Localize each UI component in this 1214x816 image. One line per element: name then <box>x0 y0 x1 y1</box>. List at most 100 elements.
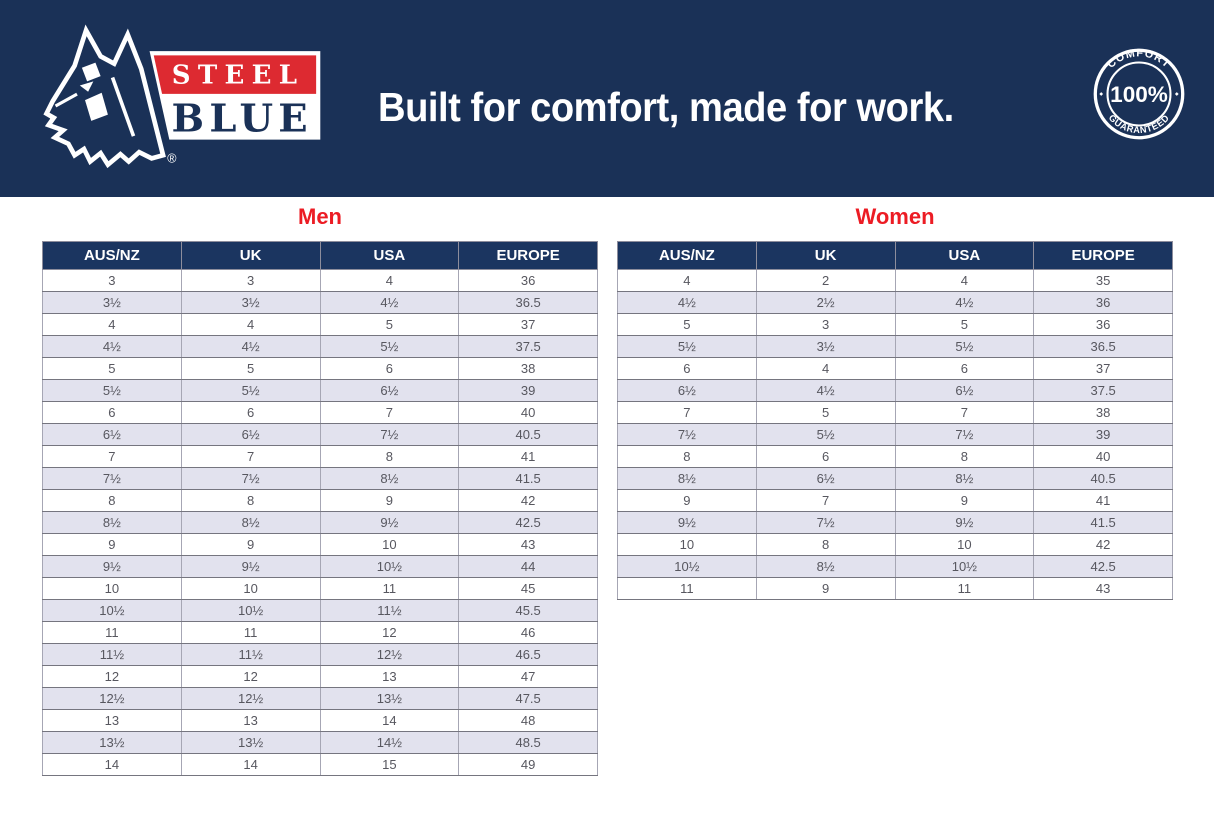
badge-center-text: 100% <box>1110 82 1168 107</box>
size-cell: 9 <box>894 489 1035 512</box>
table-row: 4 4 5 37 <box>42 313 598 336</box>
size-cell: 14 <box>319 709 460 732</box>
size-cell: 4½ <box>319 291 460 314</box>
size-cell: 7 <box>755 489 896 512</box>
size-cell: 8 <box>319 445 460 468</box>
column-header: USA <box>894 241 1035 270</box>
size-cell: 8 <box>755 533 896 556</box>
size-cell: 37 <box>1033 357 1173 380</box>
size-cell: 38 <box>458 357 598 380</box>
size-cell: 9½ <box>894 511 1035 534</box>
size-cell: 6 <box>894 357 1035 380</box>
men-chart-title: Men <box>298 204 342 229</box>
size-cell: 13 <box>42 709 182 732</box>
size-cell: 8 <box>894 445 1035 468</box>
size-cell: 6 <box>180 401 321 424</box>
size-cell: 7½ <box>894 423 1035 446</box>
size-cell: 14 <box>42 753 182 776</box>
size-cell: 12 <box>42 665 182 688</box>
table-row: 4½ 2½ 4½ 36 <box>617 291 1173 314</box>
size-cell: 42 <box>1033 533 1173 556</box>
size-cell: 4½ <box>42 335 182 358</box>
column-header: UK <box>180 241 321 270</box>
size-cell: 3 <box>180 269 321 292</box>
size-cell: 6½ <box>42 423 182 446</box>
table-row: 8 6 8 40 <box>617 445 1173 468</box>
size-cell: 10½ <box>42 599 182 622</box>
size-cell: 8 <box>42 489 182 512</box>
size-cell: 3½ <box>42 291 182 314</box>
table-row: 12½ 12½ 13½ 47.5 <box>42 687 598 710</box>
size-cell: 41.5 <box>1033 511 1173 534</box>
size-cell: 7½ <box>319 423 460 446</box>
table-row: 7½ 7½ 8½ 41.5 <box>42 467 598 490</box>
table-row: 7 7 8 41 <box>42 445 598 468</box>
size-cell: 7 <box>894 401 1035 424</box>
table-row: 5½ 3½ 5½ 36.5 <box>617 335 1173 358</box>
size-cell: 7½ <box>617 423 757 446</box>
table-row: 5 3 5 36 <box>617 313 1173 336</box>
size-cell: 13 <box>319 665 460 688</box>
size-cell: 13½ <box>180 731 321 754</box>
table-row: 8½ 6½ 8½ 40.5 <box>617 467 1173 490</box>
table-row: 13 13 14 48 <box>42 709 598 732</box>
table-row: 3 3 4 36 <box>42 269 598 292</box>
size-cell: 6 <box>755 445 896 468</box>
size-cell: 10 <box>180 577 321 600</box>
table-row: 9 9 10 43 <box>42 533 598 556</box>
size-cell: 5½ <box>755 423 896 446</box>
size-cell: 48 <box>458 709 598 732</box>
size-cell: 46.5 <box>458 643 598 666</box>
column-header: AUS/NZ <box>42 241 182 270</box>
column-header: EUROPE <box>1033 241 1173 270</box>
size-cell: 39 <box>458 379 598 402</box>
size-cell: 8½ <box>180 511 321 534</box>
size-cell: 36 <box>458 269 598 292</box>
size-cell: 15 <box>319 753 460 776</box>
size-cell: 3½ <box>180 291 321 314</box>
table-row: 4 2 4 35 <box>617 269 1173 292</box>
size-cell: 4 <box>894 269 1035 292</box>
table-row: 10 8 10 42 <box>617 533 1173 556</box>
size-cell: 5 <box>894 313 1035 336</box>
size-cell: 43 <box>458 533 598 556</box>
size-cell: 11 <box>180 621 321 644</box>
dingo-head-icon <box>43 24 166 169</box>
size-cell: 35 <box>1033 269 1173 292</box>
table-row: 5½ 5½ 6½ 39 <box>42 379 598 402</box>
size-cell: 45.5 <box>458 599 598 622</box>
size-cell: 36 <box>1033 291 1173 314</box>
size-cell: 11½ <box>180 643 321 666</box>
column-header: AUS/NZ <box>617 241 757 270</box>
size-cell: 40.5 <box>458 423 598 446</box>
size-cell: 14 <box>180 753 321 776</box>
column-header: UK <box>755 241 896 270</box>
size-cell: 6½ <box>180 423 321 446</box>
size-cell: 10 <box>894 533 1035 556</box>
size-cell: 8½ <box>894 467 1035 490</box>
size-cell: 37.5 <box>1033 379 1173 402</box>
dingo-head-facets <box>49 62 108 123</box>
size-cell: 6½ <box>894 379 1035 402</box>
size-cell: 36 <box>1033 313 1173 336</box>
size-cell: 5 <box>755 401 896 424</box>
size-cell: 10½ <box>894 555 1035 578</box>
size-cell: 7 <box>319 401 460 424</box>
women-size-table: AUS/NZ UK USA EUROPE 4 2 4 35 4½ 2½ 4½ 36 5 3 5 36 5½ 3½… <box>617 241 1173 600</box>
table-row: 9½ 9½ 10½ 44 <box>42 555 598 578</box>
table-row: 10 10 11 45 <box>42 577 598 600</box>
size-cell: 9½ <box>617 511 757 534</box>
size-cell: 9 <box>617 489 757 512</box>
size-cell: 11½ <box>42 643 182 666</box>
logo-wordmark: STEEL BLUE <box>149 51 321 141</box>
size-cell: 8 <box>617 445 757 468</box>
size-cell: 5 <box>617 313 757 336</box>
size-cell: 5 <box>42 357 182 380</box>
size-cell: 10½ <box>180 599 321 622</box>
size-cell: 46 <box>458 621 598 644</box>
comfort-guaranteed-badge-icon: COMFORT 100% GUARANTEED <box>1093 47 1185 140</box>
size-cell: 12½ <box>319 643 460 666</box>
size-cell: 10 <box>42 577 182 600</box>
logo-blue-text: BLUE <box>172 96 313 141</box>
table-row: 10½ 8½ 10½ 42.5 <box>617 555 1173 578</box>
